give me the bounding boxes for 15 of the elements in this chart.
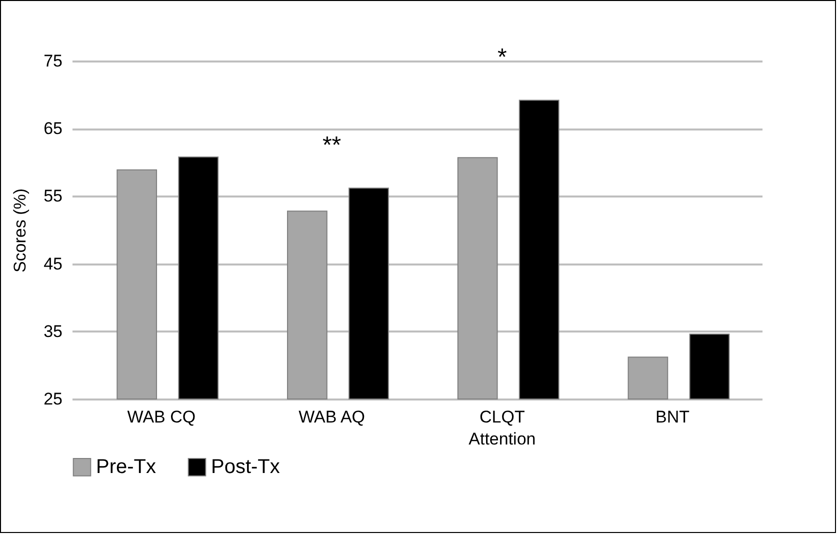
y-tick-label: 75 [44, 52, 62, 70]
y-tick-label: 45 [44, 254, 62, 274]
y-tick-label: 65 [44, 119, 62, 138]
legend-label: Pre-Tx [96, 456, 156, 478]
y-tick-label: 25 [44, 390, 62, 408]
y-axis-title: Scores (%) [10, 188, 30, 273]
legend-label: Post-Tx [211, 456, 280, 478]
x-tick-label: BNT [656, 408, 690, 426]
x-tick-label: CLQT Attention [468, 408, 536, 448]
y-tick-label: 55 [44, 186, 62, 206]
x-tick-label: WAB CQ [127, 408, 196, 426]
annotation: * [498, 44, 507, 72]
y-tick-label: 35 [44, 322, 62, 341]
annotation: ** [322, 132, 342, 160]
x-tick-label: WAB AQ [298, 408, 366, 426]
